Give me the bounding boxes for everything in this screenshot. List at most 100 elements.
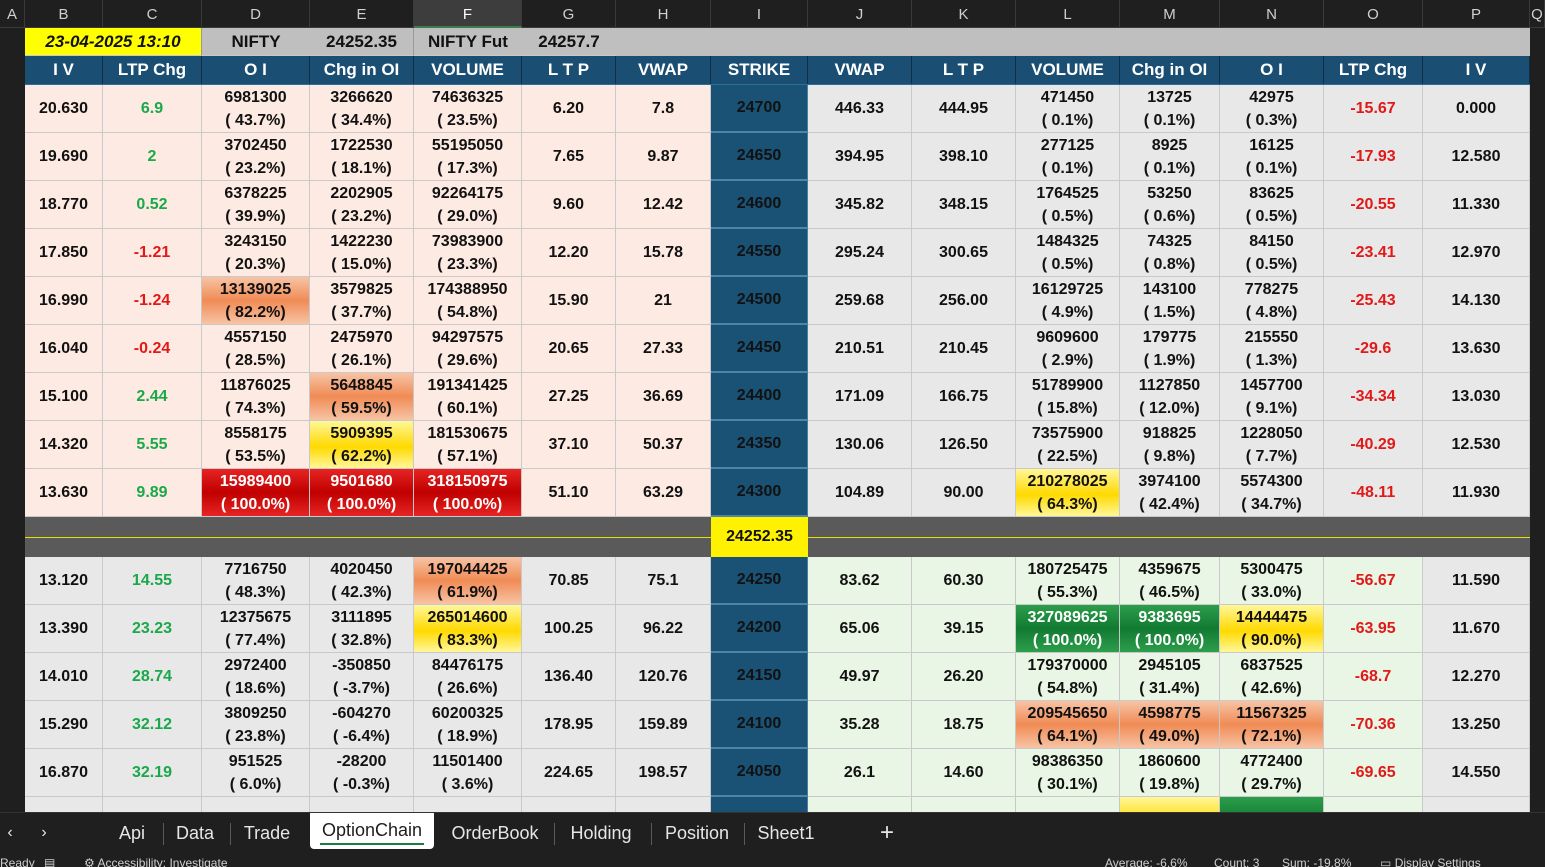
option-row[interactable]: 16.990 -1.24 13139025 ( 82.2%) 3579825 ( 37.7… bbox=[25, 277, 1530, 325]
cell-iv-put[interactable]: 12.970 bbox=[1423, 229, 1530, 277]
cell-chg-oi-put[interactable]: 8925 ( 0.1%) bbox=[1120, 133, 1220, 181]
cell-iv-call[interactable]: 13.390 bbox=[25, 605, 103, 653]
cell-ltp-chg-put[interactable]: -15.67 bbox=[1324, 85, 1423, 133]
cell-ltp-call[interactable]: 15.90 bbox=[522, 277, 616, 325]
cell-ltp-chg-call[interactable]: 32.19 bbox=[103, 749, 202, 797]
cell-vwap-put[interactable]: 83.62 bbox=[808, 557, 912, 605]
cell-oi-put[interactable]: 778275 ( 4.8%) bbox=[1220, 277, 1324, 325]
column-letter-m[interactable]: M bbox=[1120, 0, 1220, 28]
cell-volume-call[interactable]: 318150975 ( 100.0%) bbox=[414, 469, 522, 517]
cell-iv-put[interactable]: 11.590 bbox=[1423, 557, 1530, 605]
cell-chg-oi-put[interactable]: 9383695 ( 100.0%) bbox=[1120, 605, 1220, 653]
cell-volume-put[interactable]: 16129725 ( 4.9%) bbox=[1016, 277, 1120, 325]
cell-oi-call[interactable]: 6378225 ( 39.9%) bbox=[202, 181, 310, 229]
cell-iv-call[interactable]: 13.120 bbox=[25, 557, 103, 605]
cell-chg-oi-put[interactable]: 13725 ( 0.1%) bbox=[1120, 85, 1220, 133]
fut-label-cell[interactable]: NIFTY Fut bbox=[414, 28, 522, 56]
cell-ltp-put[interactable]: 60.30 bbox=[912, 557, 1016, 605]
cell-ltp-call[interactable]: 7.65 bbox=[522, 133, 616, 181]
cell-iv-call[interactable]: 15.100 bbox=[25, 373, 103, 421]
cell-iv-put[interactable]: 13.030 bbox=[1423, 373, 1530, 421]
cell-volume-put[interactable]: 180725475 ( 55.3%) bbox=[1016, 557, 1120, 605]
sheet-tab-holding[interactable]: Holding bbox=[556, 813, 646, 853]
cell-volume-call[interactable]: 191341425 ( 60.1%) bbox=[414, 373, 522, 421]
cell-oi-put[interactable]: 1457700 ( 9.1%) bbox=[1220, 373, 1324, 421]
cell-ltp-call[interactable]: 12.20 bbox=[522, 229, 616, 277]
cell-chg-oi-put[interactable]: 4598775 ( 49.0%) bbox=[1120, 701, 1220, 749]
cell-vwap-put[interactable]: 446.33 bbox=[808, 85, 912, 133]
cell-volume-put[interactable]: 73575900 ( 22.5%) bbox=[1016, 421, 1120, 469]
cell-chg-oi-put[interactable]: 53250 ( 0.6%) bbox=[1120, 181, 1220, 229]
cell-ltp-chg-call[interactable]: -1.24 bbox=[103, 277, 202, 325]
option-row[interactable]: 15.100 2.44 11876025 ( 74.3%) 5648845 ( 59.5%… bbox=[25, 373, 1530, 421]
cell-vwap-call[interactable]: 27.33 bbox=[616, 325, 711, 373]
cell-volume-put[interactable]: 207405750 bbox=[1016, 797, 1120, 812]
cell-ltp-chg-call[interactable] bbox=[103, 797, 202, 812]
scroll-right-icon[interactable]: › bbox=[41, 824, 47, 841]
cell-volume-call[interactable]: 84476175 ( 26.6%) bbox=[414, 653, 522, 701]
cell-iv-call[interactable] bbox=[25, 797, 103, 812]
cell-vwap-put[interactable]: 394.95 bbox=[808, 133, 912, 181]
cell-vwap-call[interactable]: 36.69 bbox=[616, 373, 711, 421]
cell-iv-put[interactable]: 12.270 bbox=[1423, 653, 1530, 701]
cell-ltp-put[interactable]: 444.95 bbox=[912, 85, 1016, 133]
sheet-tab-orderbook[interactable]: OrderBook bbox=[440, 813, 550, 853]
cell-iv-put[interactable]: 0.000 bbox=[1423, 85, 1530, 133]
cell-oi-put[interactable]: 16050450 bbox=[1220, 797, 1324, 812]
option-row[interactable]: 14.320 5.55 8558175 ( 53.5%) 5909395 ( 62.2%)… bbox=[25, 421, 1530, 469]
display-settings[interactable]: ▭ Display Settings bbox=[1380, 856, 1481, 867]
cell-ltp-call[interactable]: 27.25 bbox=[522, 373, 616, 421]
cell-volume-call[interactable]: 181530675 ( 57.1%) bbox=[414, 421, 522, 469]
cell-strike-mid[interactable]: 24650 bbox=[711, 133, 808, 181]
cell-oi-call[interactable]: 4557150 ( 28.5%) bbox=[202, 325, 310, 373]
datetime-cell[interactable]: 23-04-2025 13:10 bbox=[25, 28, 202, 56]
cell-ltp-call[interactable]: 37.10 bbox=[522, 421, 616, 469]
cell-oi-call[interactable]: 15989400 ( 100.0%) bbox=[202, 469, 310, 517]
cell-ltp-chg-call[interactable]: 28.74 bbox=[103, 653, 202, 701]
cell-ltp-chg-put[interactable] bbox=[1324, 797, 1423, 812]
cell-vwap-put[interactable]: 259.68 bbox=[808, 277, 912, 325]
cell-volume-call[interactable]: 60200325 ( 18.9%) bbox=[414, 701, 522, 749]
sheet-tab-data[interactable]: Data bbox=[165, 813, 225, 853]
cell-volume-call[interactable]: 73983900 ( 23.3%) bbox=[414, 229, 522, 277]
spot-price-cell[interactable]: 24252.35 bbox=[711, 517, 808, 557]
column-letter-d[interactable]: D bbox=[202, 0, 310, 28]
cell-vwap-call[interactable]: 7.8 bbox=[616, 85, 711, 133]
cell-volume-call[interactable]: 55195050 ( 17.3%) bbox=[414, 133, 522, 181]
cell-strike-mid[interactable]: 24500 bbox=[711, 277, 808, 325]
accessibility-status[interactable]: ⚙ Accessibility: Investigate bbox=[84, 856, 228, 867]
cell-strike-mid[interactable]: 24200 bbox=[711, 605, 808, 653]
cell-chg-oi-call[interactable]: -648905 bbox=[310, 797, 414, 812]
cell-volume-put[interactable]: 51789900 ( 15.8%) bbox=[1016, 373, 1120, 421]
cell-vwap-call[interactable]: 96.22 bbox=[616, 605, 711, 653]
cell-vwap-put[interactable] bbox=[808, 797, 912, 812]
cell-iv-call[interactable]: 14.320 bbox=[25, 421, 103, 469]
cell-ltp-chg-put[interactable]: -25.43 bbox=[1324, 277, 1423, 325]
header-vwap-put[interactable]: VWAP bbox=[808, 56, 912, 84]
cell-oi-put[interactable]: 84150 ( 0.5%) bbox=[1220, 229, 1324, 277]
cell-oi-call[interactable]: 12375675 ( 77.4%) bbox=[202, 605, 310, 653]
header-iv-put[interactable]: I V bbox=[1423, 56, 1530, 84]
cell-chg-oi-put[interactable]: 143100 ( 1.5%) bbox=[1120, 277, 1220, 325]
cell-vwap-put[interactable]: 65.06 bbox=[808, 605, 912, 653]
cell-chg-oi-call[interactable]: 2202905 ( 23.2%) bbox=[310, 181, 414, 229]
cell-volume-call[interactable]: 265014600 ( 83.3%) bbox=[414, 605, 522, 653]
cell-strike-mid[interactable]: 24250 bbox=[711, 557, 808, 605]
column-letter-k[interactable]: K bbox=[912, 0, 1016, 28]
cell-chg-oi-put[interactable]: 918825 ( 9.8%) bbox=[1120, 421, 1220, 469]
cell-ltp-call[interactable]: 224.65 bbox=[522, 749, 616, 797]
header-chg-oi-put[interactable]: Chg in OI bbox=[1120, 56, 1220, 84]
cell-vwap-put[interactable]: 35.28 bbox=[808, 701, 912, 749]
cell-iv-put[interactable]: 14.550 bbox=[1423, 749, 1530, 797]
option-row[interactable]: 15.290 32.12 3809250 ( 23.8%) -604270 ( -6.4%… bbox=[25, 701, 1530, 749]
cell-iv-call[interactable]: 16.870 bbox=[25, 749, 103, 797]
cell-volume-call[interactable]: 26153025 bbox=[414, 797, 522, 812]
cell-chg-oi-call[interactable]: -604270 ( -6.4%) bbox=[310, 701, 414, 749]
column-letter-i[interactable]: I bbox=[711, 0, 808, 28]
cell-ltp-chg-call[interactable]: 6.9 bbox=[103, 85, 202, 133]
index-label-cell[interactable]: NIFTY bbox=[202, 28, 310, 56]
add-sheet-button[interactable]: + bbox=[872, 813, 902, 853]
column-letter-c[interactable]: C bbox=[103, 0, 202, 28]
cell-ltp-chg-call[interactable]: 23.23 bbox=[103, 605, 202, 653]
cell-strike-mid[interactable]: 24450 bbox=[711, 325, 808, 373]
